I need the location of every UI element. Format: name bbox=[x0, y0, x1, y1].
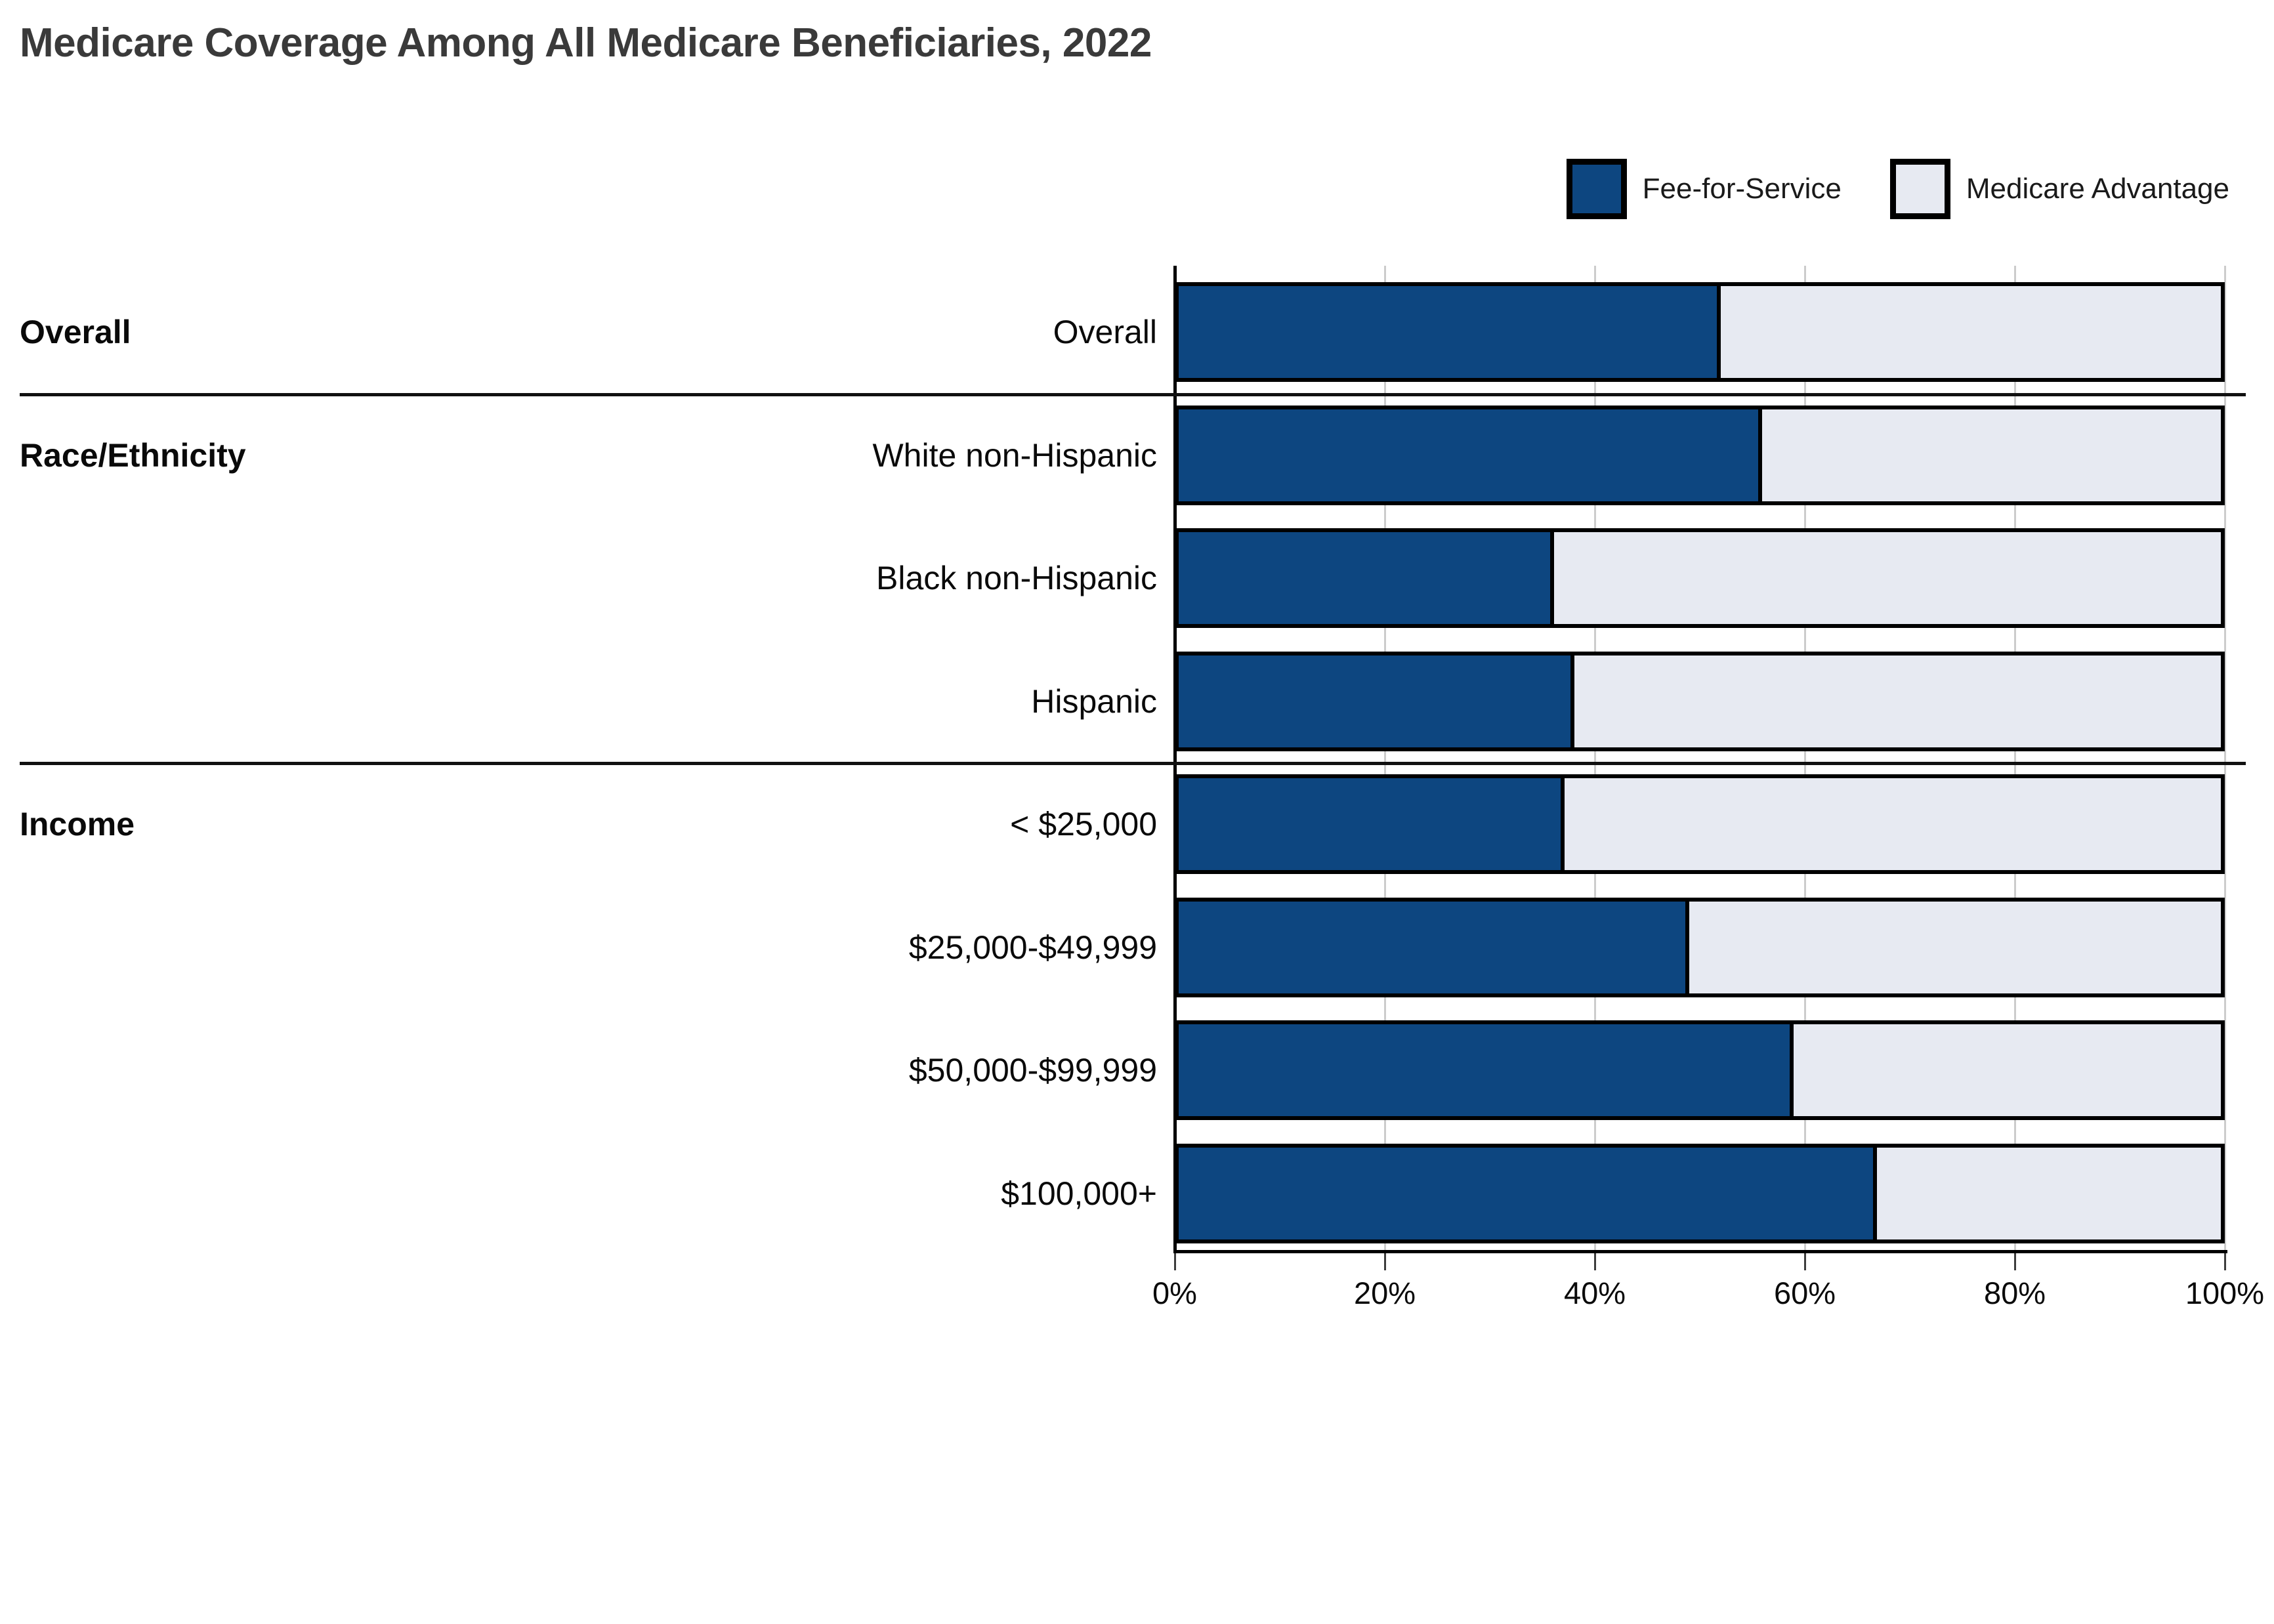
group-divider-line bbox=[20, 392, 2246, 396]
x-axis-tick-100 bbox=[2224, 1253, 2226, 1270]
bar-hispanic-medicare-advantage-segment bbox=[1574, 655, 2221, 747]
x-axis-tick-label-20: 20% bbox=[1353, 1276, 1416, 1310]
legend-label-medicare-advantage: Medicare Advantage bbox=[1966, 173, 2229, 205]
bar-white-non-hispanic-medicare-advantage-segment bbox=[1762, 409, 2221, 501]
y-axis-line bbox=[1173, 266, 1177, 1250]
bar-overall-fee-for-service-segment bbox=[1179, 286, 1721, 378]
gridline-40 bbox=[1594, 266, 1596, 1250]
group-label-race-ethnicity: Race/Ethnicity bbox=[20, 436, 246, 474]
bar-50-000-99-999-fee-for-service-segment bbox=[1179, 1024, 1794, 1116]
bar-white-non-hispanic-fee-for-service-segment bbox=[1179, 409, 1763, 501]
x-axis-tick-20 bbox=[1384, 1253, 1386, 1270]
legend-label-fee-for-service: Fee-for-Service bbox=[1642, 173, 1842, 205]
category-label-25-000: < $25,000 bbox=[1010, 806, 1157, 843]
bar-100-000 bbox=[1175, 1143, 2225, 1243]
bar-50-000-99-999-medicare-advantage-segment bbox=[1793, 1024, 2221, 1116]
bar-black-non-hispanic bbox=[1175, 528, 2225, 628]
x-axis-tick-label-80: 80% bbox=[1983, 1276, 2046, 1310]
bar-black-non-hispanic-medicare-advantage-segment bbox=[1553, 532, 2221, 624]
category-label-overall: Overall bbox=[1053, 314, 1157, 350]
gridline-20 bbox=[1384, 266, 1386, 1250]
group-label-overall: Overall bbox=[20, 314, 131, 350]
legend-swatch-medicare-advantage bbox=[1889, 159, 1950, 219]
plot-area bbox=[1173, 266, 2227, 1253]
bar-white-non-hispanic bbox=[1175, 405, 2225, 505]
bar-hispanic-fee-for-service-segment bbox=[1179, 655, 1575, 747]
category-label-hispanic: Hispanic bbox=[1031, 682, 1157, 720]
category-label-white-non-hispanic: White non-Hispanic bbox=[872, 436, 1157, 474]
bar-25-000-49-999-medicare-advantage-segment bbox=[1689, 901, 2221, 993]
bar-25-000-49-999 bbox=[1175, 897, 2225, 997]
x-axis-tick-label-60: 60% bbox=[1773, 1276, 1836, 1310]
group-divider-line bbox=[20, 762, 2246, 765]
bar-25-000-medicare-advantage-segment bbox=[1564, 778, 2221, 870]
x-axis-tick-60 bbox=[1804, 1253, 1806, 1270]
bar-25-000-49-999-fee-for-service-segment bbox=[1179, 901, 1690, 993]
x-axis-baseline bbox=[1173, 1250, 2227, 1253]
bar-overall-medicare-advantage-segment bbox=[1720, 286, 2221, 378]
gridline-100 bbox=[2224, 266, 2226, 1250]
legend: Fee-for-Service Medicare Advantage bbox=[1566, 159, 2229, 219]
bar-25-000-fee-for-service-segment bbox=[1179, 778, 1565, 870]
x-axis-tick-80 bbox=[2014, 1253, 2016, 1270]
bar-black-non-hispanic-fee-for-service-segment bbox=[1179, 532, 1554, 624]
bar-hispanic bbox=[1175, 651, 2225, 751]
group-label-income: Income bbox=[20, 806, 135, 843]
x-axis-tick-label-0: 0% bbox=[1152, 1276, 1197, 1310]
chart-title: Medicare Coverage Among All Medicare Ben… bbox=[20, 20, 1152, 66]
bar-100-000-fee-for-service-segment bbox=[1179, 1147, 1877, 1239]
bar-25-000 bbox=[1175, 774, 2225, 874]
category-label-50-000-99-999: $50,000-$99,999 bbox=[908, 1052, 1157, 1089]
category-label-100-000: $100,000+ bbox=[1001, 1175, 1157, 1212]
x-axis-tick-40 bbox=[1594, 1253, 1596, 1270]
x-axis-tick-0 bbox=[1174, 1253, 1176, 1270]
x-axis-tick-label-40: 40% bbox=[1563, 1276, 1626, 1310]
gridline-80 bbox=[2014, 266, 2016, 1250]
category-label-black-non-hispanic: Black non-Hispanic bbox=[876, 560, 1157, 596]
legend-swatch-fee-for-service bbox=[1566, 159, 1627, 219]
bar-100-000-medicare-advantage-segment bbox=[1876, 1147, 2221, 1239]
bar-50-000-99-999 bbox=[1175, 1020, 2225, 1120]
x-axis-tick-label-100: 100% bbox=[2185, 1276, 2265, 1310]
bar-overall bbox=[1175, 282, 2225, 382]
category-label-25-000-49-999: $25,000-$49,999 bbox=[908, 928, 1157, 966]
gridline-60 bbox=[1804, 266, 1806, 1250]
